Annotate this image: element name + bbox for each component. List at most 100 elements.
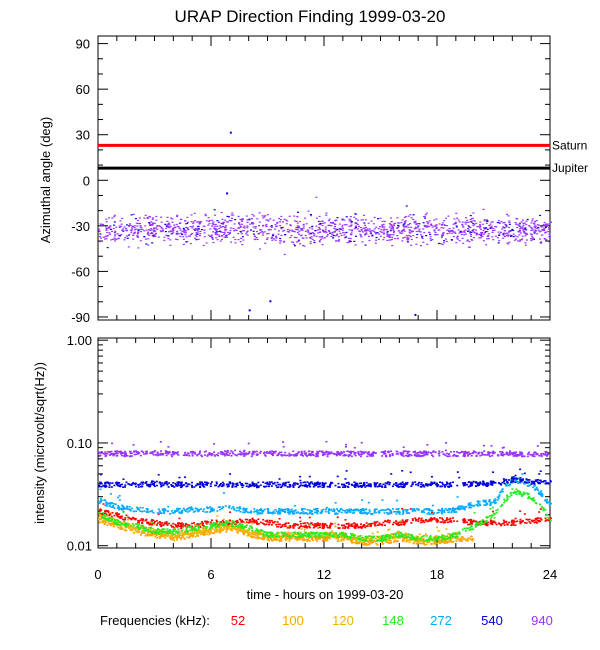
series-point xyxy=(121,508,124,511)
series-point xyxy=(266,519,269,522)
scatter-point xyxy=(445,217,448,219)
scatter-point xyxy=(516,236,519,238)
series-point xyxy=(132,526,135,529)
series-point xyxy=(156,532,159,534)
scatter-point xyxy=(502,222,505,224)
scatter-point xyxy=(118,235,121,237)
series-point xyxy=(491,521,494,524)
scatter-point xyxy=(226,215,229,218)
scatter-point xyxy=(540,241,543,243)
series-point xyxy=(502,522,505,524)
scatter-point xyxy=(278,217,281,220)
series-point xyxy=(353,538,356,540)
series-point xyxy=(212,523,215,525)
series-point xyxy=(454,536,457,539)
series-point xyxy=(250,536,253,539)
series-point xyxy=(286,527,289,529)
scatter-point xyxy=(392,229,395,231)
series-point xyxy=(327,532,330,535)
series-point xyxy=(515,493,518,496)
scatter-point xyxy=(232,214,235,216)
series-point xyxy=(253,531,256,534)
series-point xyxy=(433,542,436,545)
scatter-point xyxy=(470,233,473,236)
scatter-point xyxy=(334,228,337,230)
scatter-point xyxy=(102,223,105,226)
series-point xyxy=(509,492,512,495)
series-point xyxy=(349,539,352,542)
series-point xyxy=(443,509,446,512)
series-point xyxy=(357,509,360,512)
scatter-point xyxy=(363,222,366,224)
series-point xyxy=(320,532,323,534)
series-point xyxy=(405,510,408,513)
scatter-point xyxy=(472,228,475,231)
series-point xyxy=(437,540,440,543)
scatter-outlier xyxy=(248,309,251,312)
series-point xyxy=(246,529,249,531)
scatter-point xyxy=(123,226,126,228)
scatter-point xyxy=(470,231,473,233)
series-point xyxy=(231,525,234,527)
series-point xyxy=(218,521,221,523)
scatter-point xyxy=(435,227,438,230)
series-point xyxy=(177,528,180,531)
series-point xyxy=(179,537,182,539)
series-point xyxy=(437,530,440,532)
series-point xyxy=(103,512,106,515)
series-point xyxy=(211,532,214,534)
series-point xyxy=(199,522,202,525)
series-point xyxy=(457,508,460,511)
series-point xyxy=(163,511,166,513)
series-point xyxy=(288,513,291,515)
scatter-point xyxy=(469,220,472,222)
scatter-point xyxy=(197,221,200,223)
series-point xyxy=(532,520,535,522)
series-point xyxy=(193,526,196,528)
series-point xyxy=(111,511,114,514)
series-point xyxy=(214,531,217,533)
series-point xyxy=(119,508,122,510)
scatter-point xyxy=(376,218,379,220)
series-point xyxy=(369,522,372,525)
scatter-point xyxy=(171,229,174,231)
series-point xyxy=(421,510,424,512)
series-point xyxy=(480,522,483,525)
series-point xyxy=(417,520,420,523)
series-point xyxy=(114,512,117,515)
top-y-tick-label: 0 xyxy=(83,173,90,188)
scatter-point xyxy=(105,238,108,240)
series-point xyxy=(283,523,286,526)
series-point xyxy=(371,536,374,539)
series-point xyxy=(470,523,473,525)
series-point xyxy=(243,525,246,528)
series-point xyxy=(364,526,367,529)
series-point xyxy=(470,535,473,538)
series-point xyxy=(351,533,354,536)
series-point xyxy=(320,509,323,512)
series-point xyxy=(329,526,332,528)
series-point xyxy=(316,531,319,534)
scatter-point xyxy=(461,221,464,223)
scatter-point xyxy=(348,240,351,242)
series-point xyxy=(336,535,339,537)
series-point xyxy=(434,540,437,543)
scatter-point xyxy=(450,229,453,231)
scatter-point xyxy=(407,226,410,228)
series-point xyxy=(360,539,363,542)
series-point xyxy=(327,510,330,513)
scatter-point xyxy=(301,228,304,230)
scatter-point xyxy=(191,232,194,235)
series-point xyxy=(356,536,359,539)
scatter-point xyxy=(363,227,366,229)
series-point xyxy=(353,541,356,544)
series-point xyxy=(186,508,189,511)
scatter-point xyxy=(293,236,296,239)
scatter-point xyxy=(185,241,188,243)
series-point xyxy=(287,511,290,514)
series-point xyxy=(245,509,248,511)
series-point xyxy=(412,510,415,512)
series-point xyxy=(258,537,261,539)
series-point xyxy=(257,533,260,536)
scatter-point xyxy=(485,219,488,221)
